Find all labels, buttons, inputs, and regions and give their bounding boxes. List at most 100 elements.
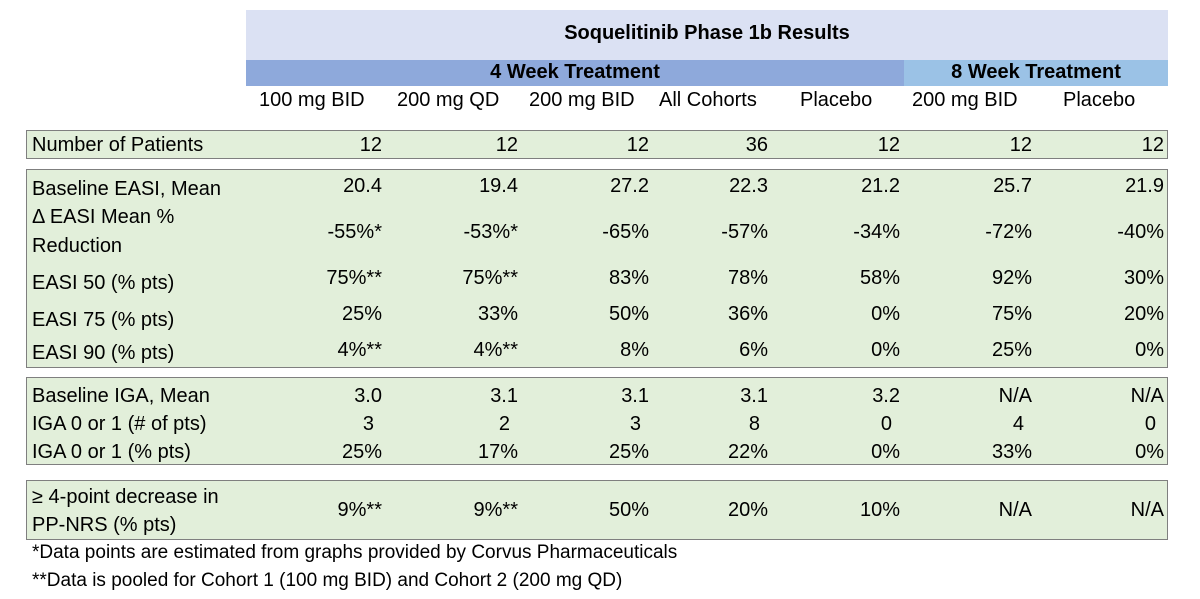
table-cell: 33%	[477, 303, 518, 325]
table-cell: 30%	[1123, 267, 1164, 289]
table-cell: 21.2	[861, 175, 900, 197]
table-cell: 75%	[991, 303, 1032, 325]
table-cell: 3.1	[740, 385, 768, 407]
table-cell: 8%	[620, 339, 649, 361]
row-label-baseline-easi: Baseline EASI, Mean	[32, 178, 221, 200]
table-cell: 50%	[608, 499, 649, 521]
table-cell: -34%	[853, 221, 900, 243]
column-header: All Cohorts	[659, 89, 757, 111]
table-cell: 8	[748, 413, 760, 435]
table-cell: N/A	[998, 385, 1032, 407]
footnote-estimated: *Data points are estimated from graphs p…	[32, 542, 678, 563]
title-band	[246, 10, 1168, 60]
table-cell: 20.4	[343, 175, 382, 197]
table-cell: 36%	[727, 303, 768, 325]
table-cell: N/A	[1130, 385, 1164, 407]
row-label-easi-90: EASI 90 (% pts)	[32, 342, 175, 364]
table-cell: 0	[1144, 413, 1156, 435]
table-cell: 6%	[739, 339, 768, 361]
section-pp-nrs	[26, 480, 1168, 540]
table-cell: 17%	[477, 441, 518, 463]
table-cell: 12	[877, 134, 900, 156]
table-cell: 12	[359, 134, 382, 156]
group-band-8-week	[904, 60, 1168, 86]
table-cell: 0%	[871, 303, 900, 325]
column-header: 200 mg BID	[529, 89, 635, 111]
table-cell: 3.0	[354, 385, 382, 407]
table-cell: 36	[745, 134, 768, 156]
table-cell: 22%	[727, 441, 768, 463]
column-header: Placebo	[800, 89, 873, 111]
row-label-delta-easi-line-1: Δ EASI Mean %	[32, 206, 175, 228]
table-cell: 83%	[608, 267, 649, 289]
section-iga	[26, 377, 1168, 465]
table-cell: 0%	[871, 339, 900, 361]
table-cell: 25.7	[993, 175, 1032, 197]
table-cell: 20%	[727, 499, 768, 521]
row-label-iga-percent: IGA 0 or 1 (% pts)	[32, 441, 191, 463]
group-band-4-week	[246, 60, 904, 86]
column-header: Placebo	[1063, 89, 1136, 111]
table-cell: 0%	[1135, 339, 1164, 361]
table-cell: 20%	[1123, 303, 1164, 325]
row-label-delta-easi-line-2: Reduction	[32, 235, 123, 257]
row-label-iga-count: IGA 0 or 1 (# of pts)	[32, 413, 207, 435]
table-cell: -72%	[985, 221, 1032, 243]
table-cell: 33%	[991, 441, 1032, 463]
table-cell: 9%**	[473, 499, 518, 521]
table-cell: 92%	[991, 267, 1032, 289]
table-cell: 75%**	[326, 267, 382, 289]
row-label-easi-50: EASI 50 (% pts)	[32, 272, 175, 294]
table-cell: 22.3	[729, 175, 768, 197]
table-cell: 12	[1141, 134, 1164, 156]
table-cell: -65%	[602, 221, 649, 243]
row-label-pp-nrs-line-2: PP-NRS (% pts)	[32, 514, 177, 536]
table-cell: 12	[626, 134, 649, 156]
table-cell: 75%**	[462, 267, 518, 289]
table-cell: 25%	[341, 441, 382, 463]
row-label-number-of-patients: Number of Patients	[32, 134, 204, 156]
section-patients	[26, 130, 1168, 159]
group-label-4-week: 4 Week Treatment	[490, 61, 660, 83]
column-header: 200 mg BID	[912, 89, 1018, 111]
table-cell: 58%	[859, 267, 900, 289]
table-cell: 12	[1009, 134, 1032, 156]
table-cell: 10%	[859, 499, 900, 521]
table-cell: 78%	[727, 267, 768, 289]
table-cell: 25%	[608, 441, 649, 463]
table-cell: 50%	[608, 303, 649, 325]
table-cell: 12	[495, 134, 518, 156]
column-header: 100 mg BID	[259, 89, 365, 111]
table-cell: -53%*	[463, 221, 518, 243]
table-cell: 0	[880, 413, 892, 435]
table-cell: 9%**	[337, 499, 382, 521]
table-cell: 19.4	[479, 175, 518, 197]
table-cell: -40%	[1117, 221, 1164, 243]
footnote-pooled: **Data is pooled for Cohort 1 (100 mg BI…	[32, 570, 623, 591]
table-title: Soquelitinib Phase 1b Results	[564, 22, 850, 44]
table-cell: 25%	[341, 303, 382, 325]
table-cell: 27.2	[610, 175, 649, 197]
table-cell: 3.1	[621, 385, 649, 407]
table-cell: 0%	[871, 441, 900, 463]
row-label-easi-75: EASI 75 (% pts)	[32, 309, 175, 331]
group-label-8-week: 8 Week Treatment	[951, 61, 1121, 83]
table-cell: 2	[498, 413, 510, 435]
table-cell: N/A	[1130, 499, 1164, 521]
table-cell: 4	[1012, 413, 1024, 435]
row-label-baseline-iga: Baseline IGA, Mean	[32, 385, 210, 407]
row-label-pp-nrs-line-1: ≥ 4-point decrease in	[32, 486, 219, 508]
table-cell: 25%	[991, 339, 1032, 361]
table-cell: 3.2	[872, 385, 900, 407]
table-cell: 21.9	[1125, 175, 1164, 197]
table-cell: 3.1	[490, 385, 518, 407]
table-cell: 4%**	[473, 339, 518, 361]
table-cell: -55%*	[327, 221, 382, 243]
table-cell: 0%	[1135, 441, 1164, 463]
section-easi	[26, 169, 1168, 368]
table-cell: 3	[629, 413, 641, 435]
column-header: 200 mg QD	[397, 89, 500, 111]
table-cell: N/A	[998, 499, 1032, 521]
table-cell: 3	[362, 413, 374, 435]
table-cell: 4%**	[337, 339, 382, 361]
